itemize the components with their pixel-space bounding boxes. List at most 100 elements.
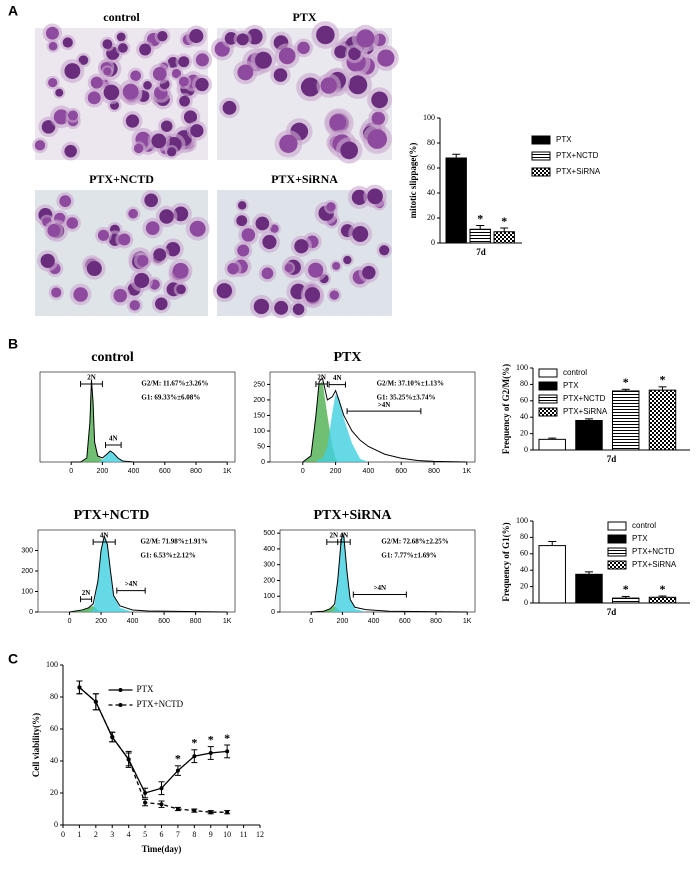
nucleus bbox=[48, 41, 58, 51]
x-tick-label: 9 bbox=[209, 830, 213, 839]
x-tick-label: 4 bbox=[127, 830, 131, 839]
data-point bbox=[77, 685, 82, 690]
nucleus bbox=[90, 76, 103, 89]
x-tick-label: 600 bbox=[159, 468, 171, 475]
gate-label: 4N bbox=[109, 435, 118, 443]
nucleus bbox=[352, 226, 369, 243]
nucleus bbox=[343, 255, 352, 265]
y-tick-label: 100 bbox=[263, 593, 275, 600]
nucleus bbox=[64, 144, 77, 158]
x-tick-label: 400 bbox=[127, 618, 139, 625]
nucleus bbox=[139, 43, 152, 56]
nucleus bbox=[130, 70, 141, 82]
gate-label: >4N bbox=[125, 580, 138, 588]
x-tick-label: 600 bbox=[399, 618, 411, 625]
y-tick-label: 0 bbox=[29, 609, 33, 616]
y-tick-label: 40 bbox=[50, 756, 58, 765]
legend-swatch bbox=[531, 135, 551, 145]
bar bbox=[493, 231, 515, 244]
series-line bbox=[78, 686, 228, 813]
nucleus bbox=[165, 241, 181, 257]
nucleus bbox=[67, 110, 78, 121]
x-axis-label: Time(day) bbox=[142, 844, 182, 854]
nucleus bbox=[316, 25, 335, 45]
micrograph bbox=[210, 21, 399, 164]
nucleus bbox=[222, 100, 237, 115]
x-tick-label: 0 bbox=[61, 830, 65, 839]
gate-label: 2N bbox=[317, 374, 326, 382]
histogram-area bbox=[311, 605, 468, 612]
nucleus bbox=[176, 284, 186, 295]
legend-swatch bbox=[538, 368, 558, 378]
nucleus bbox=[53, 109, 69, 125]
bar bbox=[538, 438, 566, 451]
error-bar bbox=[658, 595, 667, 598]
nucleus bbox=[157, 30, 168, 42]
nucleus bbox=[297, 41, 310, 55]
legend-swatch bbox=[607, 521, 627, 531]
histogram-line bbox=[71, 379, 228, 463]
x-tick-label: 400 bbox=[368, 618, 380, 625]
cell-cycle-stat: G1: 6.53%±2.12% bbox=[140, 552, 195, 560]
gate-label: 4N bbox=[100, 532, 109, 540]
legend-label: PTX bbox=[563, 381, 579, 390]
y-tick-label: 80 bbox=[520, 379, 528, 388]
nucleus bbox=[34, 140, 46, 151]
y-axis-label: Frequency of G2/M(%) bbox=[501, 364, 511, 454]
micrograph bbox=[32, 23, 213, 161]
error-bar bbox=[584, 418, 593, 421]
micrograph bbox=[34, 190, 210, 316]
data-point bbox=[175, 807, 180, 811]
x-tick-label: 0 bbox=[301, 468, 305, 475]
nucleus bbox=[261, 267, 274, 280]
nucleus bbox=[167, 147, 177, 157]
nucleus bbox=[273, 68, 288, 82]
y-tick-label: 300 bbox=[263, 562, 275, 569]
legend-label: PTX bbox=[556, 135, 572, 144]
significance-marker: * bbox=[659, 582, 665, 596]
nucleus bbox=[155, 297, 168, 311]
error-bar bbox=[621, 595, 630, 599]
nucleus bbox=[308, 262, 324, 278]
y-axis-label: mitotic slippage(%) bbox=[408, 143, 418, 219]
data-point bbox=[192, 754, 197, 759]
nucleus bbox=[171, 68, 182, 79]
nucleus bbox=[51, 287, 62, 298]
nucleus bbox=[118, 233, 131, 246]
y-tick-label: 20 bbox=[427, 213, 435, 222]
error-bar bbox=[621, 388, 630, 391]
y-tick-label: 80 bbox=[520, 532, 528, 541]
nucleus bbox=[151, 133, 167, 149]
y-tick-label: 250 bbox=[253, 381, 265, 388]
x-tick-label: 8 bbox=[192, 830, 196, 839]
y-tick-label: 200 bbox=[21, 568, 33, 575]
histogram-area bbox=[302, 393, 467, 462]
y-tick-label: 200 bbox=[263, 577, 275, 584]
nucleus bbox=[279, 134, 298, 153]
nucleus bbox=[320, 77, 337, 94]
y-tick-label: 50 bbox=[257, 443, 265, 450]
nucleus bbox=[178, 56, 190, 68]
nucleus bbox=[159, 209, 174, 224]
x-tick-label: 800 bbox=[190, 468, 202, 475]
gate bbox=[315, 381, 328, 387]
nucleus bbox=[189, 220, 206, 237]
nucleus bbox=[183, 110, 198, 124]
cell-cycle-stat: G1: 35.25%±3.74% bbox=[377, 394, 436, 402]
gate bbox=[116, 587, 146, 594]
x-tick-label: 1K bbox=[223, 468, 232, 475]
x-tick-label: 11 bbox=[240, 830, 248, 839]
nucleus bbox=[236, 33, 249, 46]
nucleus bbox=[356, 29, 375, 48]
x-tick-label: 3 bbox=[110, 830, 114, 839]
x-tick-label: 200 bbox=[95, 618, 107, 625]
nucleus bbox=[255, 216, 270, 231]
bar bbox=[445, 157, 467, 244]
x-tick-label: 200 bbox=[330, 468, 342, 475]
plot-title: PTX+NCTD bbox=[74, 508, 150, 523]
y-tick-label: 80 bbox=[50, 692, 58, 701]
nucleus bbox=[160, 120, 173, 132]
nucleus bbox=[340, 141, 358, 160]
legend-label: PTX+NCTD bbox=[556, 151, 599, 160]
nucleus bbox=[237, 64, 254, 81]
